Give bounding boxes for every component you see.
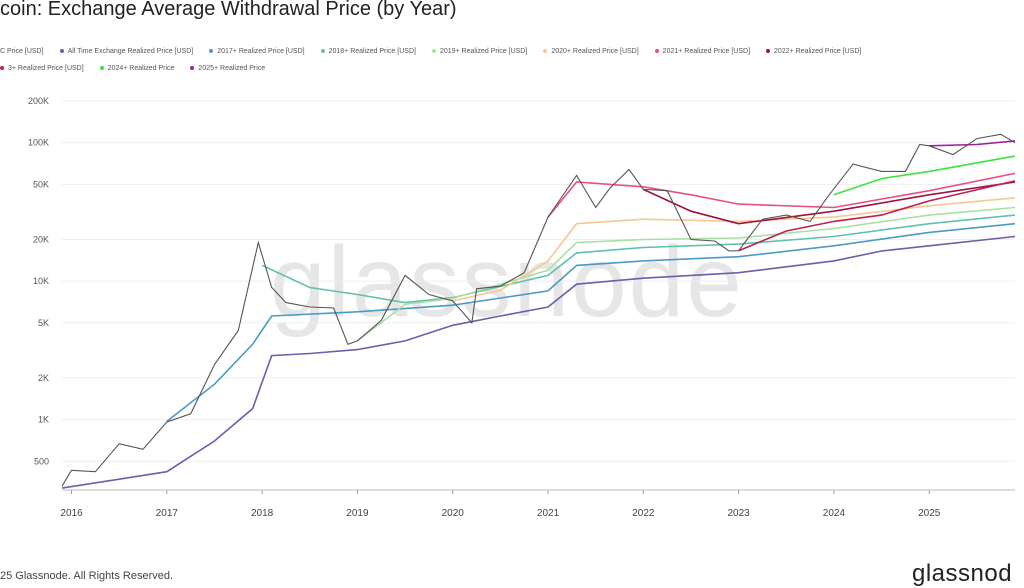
x-tick-label: 2024 bbox=[823, 508, 846, 519]
legend-item[interactable]: 2024+ Realized Price bbox=[99, 60, 175, 77]
legend-label: 2019+ Realized Price [USD] bbox=[439, 48, 528, 55]
copyright-footer: 25 Glassnode. All Rights Reserved. bbox=[0, 570, 174, 582]
legend-marker-icon bbox=[209, 49, 214, 54]
legend-item[interactable]: 2021+ Realized Price [USD] bbox=[654, 43, 751, 60]
series-line-2025-realized-price bbox=[929, 140, 1016, 147]
x-tick-label: 2018 bbox=[251, 508, 274, 519]
legend: C Price [USD] All Time Exchange Realized … bbox=[0, 43, 1024, 77]
y-tick-label: 2K bbox=[38, 373, 49, 383]
x-tick-label: 2021 bbox=[537, 508, 560, 519]
legend-item[interactable]: All Time Exchange Realized Price [USD] bbox=[59, 43, 194, 60]
y-tick-label: 10K bbox=[33, 276, 49, 286]
legend-item[interactable]: C Price [USD] bbox=[0, 43, 44, 60]
legend-label: 2021+ Realized Price [USD] bbox=[662, 48, 751, 55]
series-line-2021-realized-price-usd- bbox=[547, 172, 1016, 218]
legend-label: 3+ Realized Price [USD] bbox=[8, 65, 84, 72]
legend-label: 2017+ Realized Price [USD] bbox=[217, 48, 305, 55]
series-line-2020-realized-price-usd- bbox=[452, 197, 1016, 302]
legend-marker-icon bbox=[59, 49, 64, 54]
legend-label: 2024+ Realized Price bbox=[107, 65, 175, 72]
legend-marker-icon bbox=[99, 66, 104, 71]
x-tick-label: 2016 bbox=[60, 508, 83, 519]
y-tick-label: 20K bbox=[33, 234, 49, 244]
legend-label: All Time Exchange Realized Price [USD] bbox=[67, 48, 194, 55]
series-line-2022-realized-price-usd- bbox=[642, 181, 1016, 225]
legend-item[interactable]: 2017+ Realized Price [USD] bbox=[209, 43, 305, 60]
series-line-2017-realized-price-usd- bbox=[166, 222, 1016, 423]
x-tick-label: 2022 bbox=[632, 508, 655, 519]
legend-item[interactable]: 2019+ Realized Price [USD] bbox=[431, 43, 528, 60]
legend-item[interactable]: 2022+ Realized Price [USD] bbox=[766, 43, 861, 60]
y-tick-label: 200K bbox=[28, 96, 49, 106]
y-tick-label: 1K bbox=[38, 415, 49, 425]
series-line-2019-realized-price-usd- bbox=[356, 206, 1016, 342]
y-tick-label: 5K bbox=[38, 318, 49, 328]
series-line-all-time-exchange-realized-price-usd- bbox=[61, 235, 1016, 489]
y-tick-label: 50K bbox=[33, 179, 49, 189]
glassnode-logo: glassnod bbox=[912, 560, 1013, 587]
legend-item[interactable]: 3+ Realized Price [USD] bbox=[0, 60, 84, 77]
x-tick-label: 2020 bbox=[442, 508, 465, 519]
x-tick-label: 2025 bbox=[918, 508, 941, 519]
series-line-2024-realized-price bbox=[833, 155, 1016, 196]
legend-item[interactable]: 2018+ Realized Price [USD] bbox=[320, 43, 416, 60]
x-tick-label: 2023 bbox=[728, 508, 751, 519]
legend-label: 2025+ Realized Price bbox=[198, 65, 266, 72]
y-tick-label: 500 bbox=[34, 456, 49, 466]
legend-marker-icon bbox=[190, 66, 195, 71]
legend-marker-icon bbox=[543, 49, 548, 54]
series-line-c-price-usd- bbox=[61, 133, 1016, 487]
legend-label: 2022+ Realized Price [USD] bbox=[774, 48, 862, 55]
series-line-2018-realized-price-usd- bbox=[261, 214, 1016, 304]
legend-marker-icon bbox=[0, 66, 4, 71]
legend-marker-icon bbox=[654, 49, 659, 54]
legend-label: 2020+ Realized Price [USD] bbox=[551, 48, 639, 55]
legend-marker-icon bbox=[766, 49, 771, 54]
y-tick-label: 100K bbox=[28, 138, 49, 148]
x-tick-label: 2017 bbox=[156, 508, 179, 519]
legend-marker-icon bbox=[320, 49, 325, 54]
legend-marker-icon bbox=[431, 49, 436, 54]
legend-label: C Price [USD] bbox=[0, 48, 44, 55]
series-line-3-realized-price-usd- bbox=[738, 180, 1016, 252]
legend-item[interactable]: 2020+ Realized Price [USD] bbox=[543, 43, 639, 60]
legend-item[interactable]: 2025+ Realized Price bbox=[190, 60, 265, 77]
legend-label: 2018+ Realized Price [USD] bbox=[328, 48, 416, 55]
x-tick-label: 2019 bbox=[346, 508, 369, 519]
chart-title: coin: Exchange Average Withdrawal Price … bbox=[0, 0, 457, 20]
